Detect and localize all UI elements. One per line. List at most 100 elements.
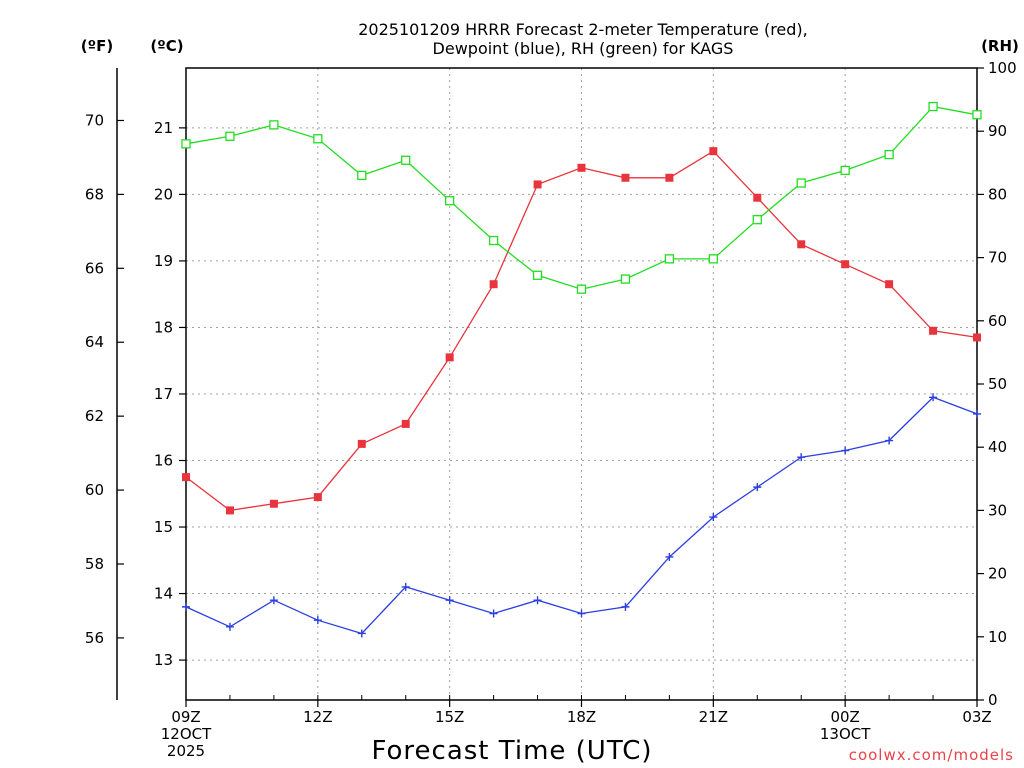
temperature-point (445, 353, 454, 362)
rh-tick-label: 50 (988, 375, 1007, 393)
temperature-point (753, 193, 762, 202)
rh-tick-label: 100 (988, 59, 1017, 77)
rh-point (313, 134, 323, 144)
temperature-point (885, 280, 894, 289)
rh-tick-label: 20 (988, 565, 1007, 583)
rh-point (225, 131, 235, 141)
celsius-tick-label: 18 (154, 318, 173, 336)
rh-point (532, 270, 543, 280)
rh-tick-label: 90 (988, 122, 1007, 140)
temperature-point (182, 473, 190, 482)
fahrenheit-tick-label: 58 (85, 555, 104, 573)
temperature-point (973, 333, 981, 342)
rh-point (884, 149, 894, 160)
dewpoint-point (973, 409, 981, 418)
fahrenheit-tick-label: 60 (85, 481, 104, 499)
rh-point (664, 254, 675, 264)
celsius-tick-label: 20 (154, 185, 173, 203)
celsius-tick-label: 13 (154, 651, 173, 669)
time-tick-label: 18Z (567, 708, 596, 726)
time-tick-label: 2025 (167, 742, 205, 760)
temperature-line (185, 150, 978, 512)
x-axis-title: Forecast Time (UTC) (371, 736, 652, 766)
rh-tick-label: 30 (988, 501, 1007, 519)
rh-point (620, 274, 631, 284)
time-tick-label: 09Z (171, 708, 200, 726)
temperature-point (357, 439, 366, 448)
data-series (181, 101, 982, 638)
rh-point (972, 110, 982, 120)
dewpoint-point (401, 582, 410, 591)
time-tick-label: 12OCT (161, 725, 212, 743)
temperature-point (225, 506, 234, 515)
time-tick-label: 13OCT (820, 725, 871, 743)
rh-point (840, 165, 850, 176)
temperature-point (841, 260, 850, 269)
plot-frame (185, 67, 978, 701)
dewpoint-point (665, 552, 674, 561)
axes (116, 67, 978, 701)
fahrenheit-tick-label: 62 (85, 407, 104, 425)
dewpoint-point (445, 596, 454, 605)
celsius-tick-label: 21 (154, 119, 173, 137)
rh-point (269, 120, 279, 130)
dewpoint-point (182, 602, 190, 611)
rh-point (796, 178, 806, 188)
dewpoint-point (841, 446, 850, 455)
rh-point (357, 170, 367, 181)
rh-point (708, 254, 718, 264)
celsius-tick-label: 15 (154, 518, 173, 536)
dewpoint-point (753, 483, 762, 492)
dewpoint-point (885, 436, 894, 445)
rh-tick-label: 70 (988, 249, 1007, 267)
time-tick-label: 12Z (303, 708, 332, 726)
chart-title-line-1: 2025101209 HRRR Forecast 2-meter Tempera… (358, 20, 808, 39)
fahrenheit-tick-label: 66 (85, 259, 104, 277)
temperature-point (621, 173, 630, 182)
fahrenheit-tick-label: 70 (85, 111, 104, 129)
time-tick-label: 03Z (962, 708, 991, 726)
rh-point (445, 196, 455, 206)
fahrenheit-tick-label: 68 (85, 185, 104, 203)
dewpoint-point (929, 393, 938, 402)
fahrenheit-tick-label: 56 (85, 629, 104, 647)
rh-tick-label: 60 (988, 312, 1007, 330)
time-tick-label: 21Z (699, 708, 728, 726)
dewpoint-point (621, 602, 630, 611)
fahrenheit-axis-ticks: 56 58 60 62 64 66 68 70 (85, 111, 124, 647)
temperature-point (489, 280, 498, 289)
dewpoint-point (577, 609, 586, 618)
dewpoint-point (313, 616, 322, 625)
rh-point (488, 235, 499, 246)
temperature-point (929, 326, 938, 335)
dewpoint-point (489, 609, 498, 618)
rh-point (752, 215, 762, 225)
rh-point (576, 284, 587, 294)
celsius-tick-label: 17 (154, 385, 173, 403)
rh-axis-ticks: 0 10 20 30 40 50 60 70 80 90 100 (977, 59, 1017, 709)
rh-tick-label: 40 (988, 438, 1007, 456)
celsius-unit-label: (ºC) (150, 37, 183, 55)
dewpoint-point (797, 453, 806, 462)
rh-tick-label: 0 (988, 691, 998, 709)
temperature-point (533, 180, 542, 189)
temperature-point (709, 147, 718, 156)
temperature-point (577, 163, 586, 172)
celsius-tick-label: 19 (154, 252, 173, 270)
time-tick-label: 15Z (435, 708, 464, 726)
temperature-point (665, 173, 674, 182)
temperature-point (313, 493, 322, 502)
fahrenheit-unit-label: (ºF) (81, 37, 113, 55)
celsius-tick-label: 16 (154, 452, 173, 470)
rh-unit-label: (RH) (981, 37, 1019, 55)
celsius-tick-label: 14 (154, 585, 173, 603)
dewpoint-point (225, 622, 234, 631)
gridlines (186, 68, 977, 700)
dewpoint-point (533, 596, 542, 605)
fahrenheit-tick-label: 64 (85, 333, 104, 351)
chart-title-line-2: Dewpoint (blue), RH (green) for KAGS (433, 39, 734, 58)
celsius-axis-ticks: 13 14 15 16 17 18 19 20 21 (154, 119, 186, 669)
dewpoint-point (269, 596, 278, 605)
